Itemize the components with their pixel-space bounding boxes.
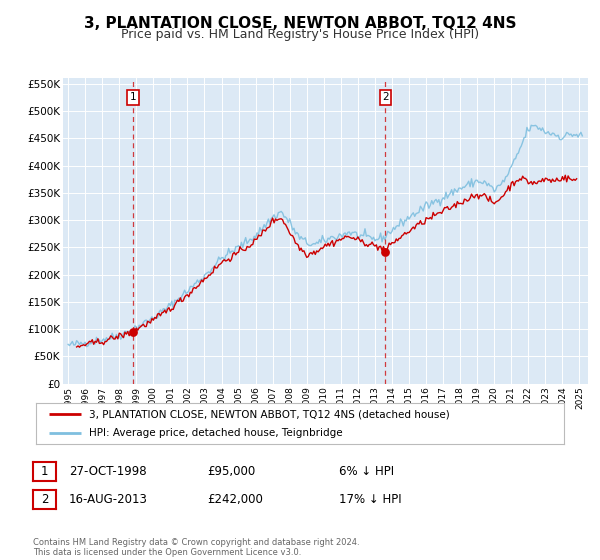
Text: 2: 2 xyxy=(41,493,48,506)
Text: 16-AUG-2013: 16-AUG-2013 xyxy=(69,493,148,506)
Text: HPI: Average price, detached house, Teignbridge: HPI: Average price, detached house, Teig… xyxy=(89,428,343,437)
Text: 3, PLANTATION CLOSE, NEWTON ABBOT, TQ12 4NS: 3, PLANTATION CLOSE, NEWTON ABBOT, TQ12 … xyxy=(84,16,516,31)
Text: Contains HM Land Registry data © Crown copyright and database right 2024.
This d: Contains HM Land Registry data © Crown c… xyxy=(33,538,359,557)
Point xyxy=(128,328,138,337)
Text: Price paid vs. HM Land Registry's House Price Index (HPI): Price paid vs. HM Land Registry's House … xyxy=(121,28,479,41)
Text: 3, PLANTATION CLOSE, NEWTON ABBOT, TQ12 4NS (detached house): 3, PLANTATION CLOSE, NEWTON ABBOT, TQ12 … xyxy=(89,409,449,419)
Text: 2: 2 xyxy=(382,92,389,102)
Point xyxy=(380,247,390,256)
Text: 1: 1 xyxy=(130,92,137,102)
Text: 1: 1 xyxy=(41,465,48,478)
Text: 27-OCT-1998: 27-OCT-1998 xyxy=(69,465,146,478)
Text: 6% ↓ HPI: 6% ↓ HPI xyxy=(339,465,394,478)
Text: £242,000: £242,000 xyxy=(207,493,263,506)
Text: 17% ↓ HPI: 17% ↓ HPI xyxy=(339,493,401,506)
Text: £95,000: £95,000 xyxy=(207,465,255,478)
